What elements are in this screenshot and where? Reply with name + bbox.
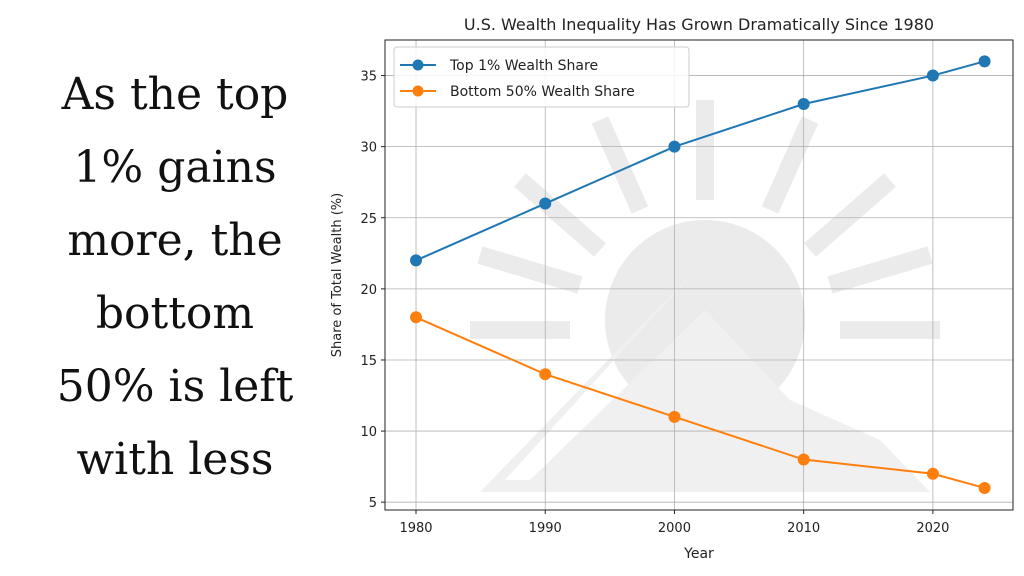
chart-title: U.S. Wealth Inequality Has Grown Dramati… bbox=[464, 15, 934, 34]
x-tick-label: 2000 bbox=[658, 521, 691, 536]
data-point bbox=[978, 481, 991, 494]
caption-line: more, the bbox=[67, 215, 283, 266]
data-point bbox=[410, 254, 423, 267]
watermark-logo bbox=[470, 100, 940, 492]
legend-marker-bottom50 bbox=[412, 85, 424, 97]
data-point bbox=[539, 368, 552, 381]
x-tick-label: 1990 bbox=[529, 521, 562, 536]
grid bbox=[385, 40, 1013, 510]
data-point bbox=[539, 197, 552, 210]
data-point bbox=[978, 55, 991, 68]
caption: As the top 1% gains more, the bottom 50%… bbox=[15, 58, 335, 496]
legend-box bbox=[393, 46, 690, 108]
plot-frame bbox=[384, 39, 1014, 511]
caption-line: 1% gains bbox=[73, 142, 277, 193]
caption-line: As the top bbox=[61, 69, 289, 120]
y-tick-label: 15 bbox=[360, 354, 377, 369]
x-tick-label: 2010 bbox=[787, 521, 820, 536]
x-axis-label: Year bbox=[683, 546, 714, 562]
data-point bbox=[797, 97, 810, 110]
y-tick-label: 20 bbox=[360, 283, 377, 298]
y-tick-label: 10 bbox=[360, 425, 377, 440]
legend-label-bottom50: Bottom 50% Wealth Share bbox=[450, 84, 635, 100]
data-point bbox=[797, 453, 810, 466]
data-point bbox=[926, 467, 939, 480]
caption-line: 50% is left bbox=[56, 361, 294, 412]
y-tick-label: 25 bbox=[360, 212, 377, 227]
caption-line: bottom bbox=[95, 288, 255, 339]
data-point bbox=[410, 311, 423, 324]
y-tick-label: 5 bbox=[369, 496, 377, 511]
caption-line: with less bbox=[76, 434, 274, 485]
x-tick-label: 2020 bbox=[916, 521, 949, 536]
data-point bbox=[926, 69, 939, 82]
y-tick-label: 35 bbox=[360, 70, 377, 85]
legend-label-top1: Top 1% Wealth Share bbox=[449, 58, 598, 74]
x-tick-label: 1980 bbox=[399, 521, 432, 536]
legend: Top 1% Wealth Share Bottom 50% Wealth Sh… bbox=[393, 46, 690, 108]
y-axis-label: Share of Total Wealth (%) bbox=[330, 193, 345, 357]
series-line-1 bbox=[415, 316, 985, 489]
series-line-0 bbox=[415, 60, 985, 262]
data-point bbox=[668, 140, 681, 153]
legend-marker-top1 bbox=[412, 59, 424, 71]
data-point bbox=[668, 410, 681, 423]
y-tick-label: 30 bbox=[360, 141, 377, 156]
